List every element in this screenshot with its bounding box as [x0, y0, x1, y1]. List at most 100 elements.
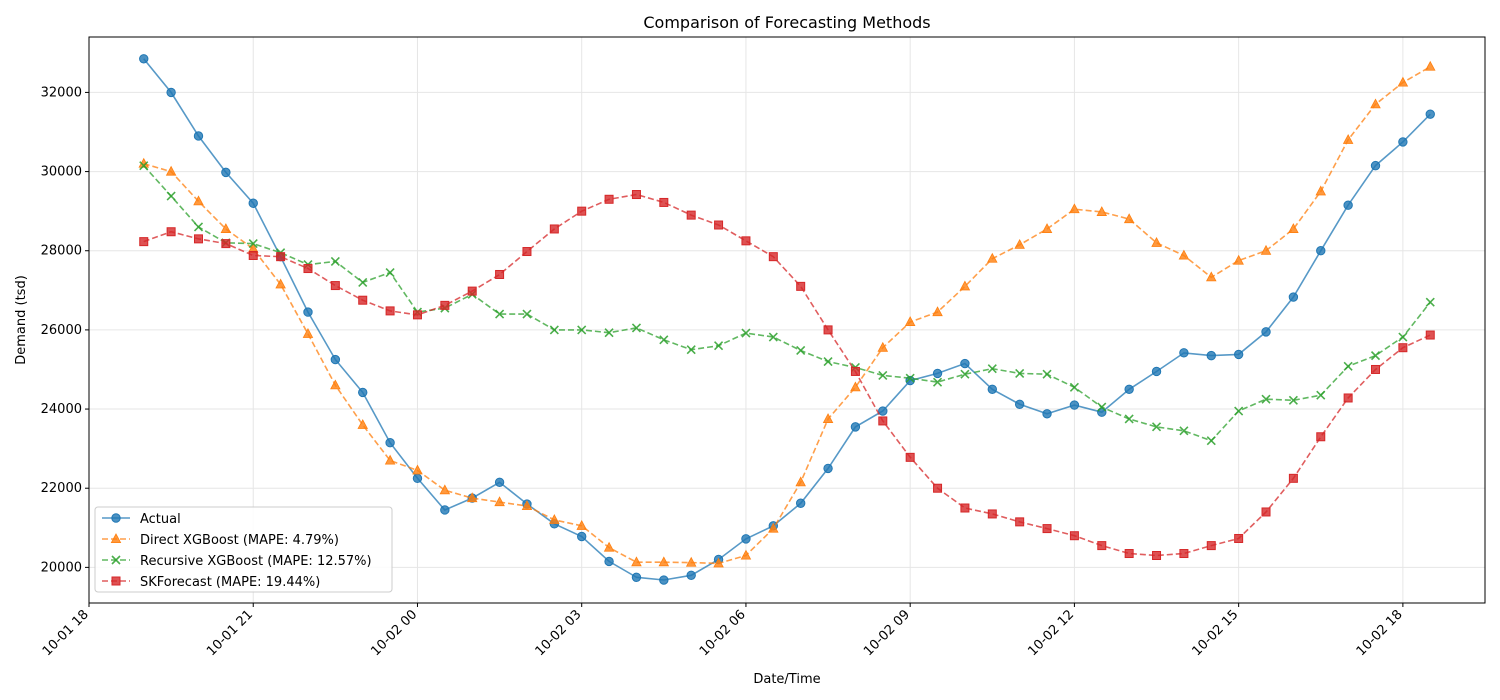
data-point: [549, 224, 559, 234]
data-point: [577, 206, 587, 216]
data-point: [1233, 349, 1244, 360]
series-actual: [139, 54, 1435, 585]
plot-area: [88, 36, 1486, 604]
y-tick-label: 24000: [41, 402, 82, 417]
legend-label: SKForecast (MAPE: 19.44%): [140, 575, 320, 590]
data-point: [1370, 160, 1381, 171]
data-point: [987, 364, 997, 374]
data-point: [823, 356, 833, 367]
data-point: [604, 194, 614, 204]
data-point: [987, 384, 997, 394]
y-tick-label: 22000: [41, 481, 82, 496]
data-point: [221, 167, 231, 178]
data-point: [932, 377, 943, 387]
x-tick-label: 10-02 06: [697, 607, 749, 659]
data-point: [1398, 343, 1408, 353]
series-line: [143, 58, 1431, 581]
data-point: [714, 341, 724, 351]
data-point: [1041, 223, 1053, 233]
data-point: [248, 198, 258, 208]
data-point: [1179, 426, 1189, 436]
data-point: [576, 519, 587, 530]
data-point: [768, 522, 779, 533]
data-point: [1343, 361, 1353, 371]
data-point: [823, 463, 833, 474]
data-point: [1097, 541, 1107, 551]
data-point: [1397, 76, 1409, 87]
data-point: [659, 197, 669, 207]
data-point: [384, 454, 396, 465]
data-point: [495, 269, 505, 279]
data-point: [412, 473, 423, 484]
data-point: [1014, 238, 1025, 249]
data-point: [522, 247, 532, 257]
data-point: [166, 87, 176, 98]
data-point: [795, 498, 806, 508]
data-point: [959, 280, 971, 291]
x-tick-label: 10-01 21: [204, 607, 256, 659]
data-point: [303, 307, 313, 317]
data-point: [987, 252, 998, 263]
y-tick-label: 32000: [41, 85, 82, 100]
data-point: [1069, 203, 1080, 214]
data-point: [850, 366, 860, 376]
data-point: [1371, 364, 1381, 374]
data-point: [1206, 350, 1216, 361]
data-point: [823, 325, 833, 335]
legend-marker: [111, 555, 121, 565]
data-point: [439, 484, 451, 495]
data-point: [878, 406, 888, 416]
y-tick-label: 26000: [41, 323, 82, 338]
data-point: [1234, 533, 1244, 543]
data-point: [1343, 393, 1353, 403]
data-point: [1288, 473, 1298, 483]
data-point: [740, 549, 752, 560]
data-point: [1124, 549, 1134, 559]
data-point: [1261, 394, 1271, 404]
data-point: [686, 345, 696, 355]
data-point: [1178, 249, 1190, 260]
data-point: [276, 252, 286, 262]
data-point: [303, 264, 313, 274]
data-point: [1014, 399, 1025, 410]
y-tick-label: 28000: [41, 244, 82, 259]
data-point: [466, 492, 478, 503]
data-point: [604, 556, 614, 567]
data-point: [1069, 531, 1079, 541]
data-point: [631, 556, 642, 567]
data-point: [248, 250, 258, 260]
legend-marker: [110, 533, 122, 543]
data-point: [494, 477, 505, 487]
data-point: [714, 220, 724, 230]
data-point: [1398, 137, 1408, 147]
data-point: [795, 476, 806, 487]
data-point: [494, 496, 505, 507]
data-point: [1015, 517, 1025, 527]
chart-title: Comparison of Forecasting Methods: [643, 13, 930, 32]
legend-box: [94, 506, 393, 593]
data-point: [1261, 327, 1271, 337]
data-point: [904, 316, 916, 326]
data-point: [822, 413, 834, 423]
data-point: [358, 277, 368, 287]
data-point: [139, 237, 149, 247]
data-point: [1424, 60, 1436, 71]
data-point: [193, 195, 204, 206]
data-point: [1288, 292, 1299, 302]
data-point: [631, 190, 641, 200]
data-point: [713, 557, 724, 568]
data-point: [685, 556, 697, 567]
data-point: [768, 252, 778, 262]
data-point: [878, 370, 888, 380]
data-point: [1316, 432, 1326, 442]
data-point: [1316, 246, 1326, 256]
data-point: [1234, 406, 1244, 416]
series-direct-xgboost-mape-4-79: [138, 60, 1436, 568]
legend-label: Direct XGBoost (MAPE: 4.79%): [140, 533, 339, 548]
data-point: [1151, 366, 1162, 377]
data-point: [741, 236, 751, 246]
data-point: [385, 306, 395, 316]
data-point: [440, 505, 450, 515]
data-point: [467, 286, 477, 296]
